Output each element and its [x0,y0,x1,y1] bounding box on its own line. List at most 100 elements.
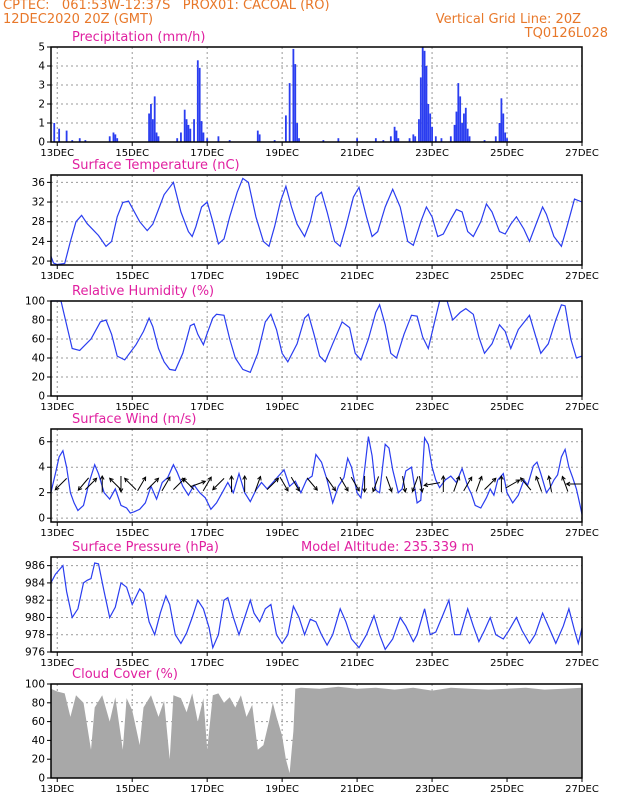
wind-arrow [146,477,160,491]
precip-bar [483,140,486,142]
pres-ytick-label: 986 [25,560,45,572]
precip-bar [112,132,115,142]
wind-arrow-shaft [505,479,520,489]
precip-bar [78,138,81,142]
pres-frame [50,556,583,653]
wind-arrow [108,477,122,491]
wind-arrow [254,475,262,492]
wind-arrow-shaft [137,476,147,492]
wind-arrow-head [123,477,129,483]
wind-arrow-head [212,485,217,491]
wind-arrow-shaft [350,476,360,492]
wind-arrow [54,477,68,491]
wind-arrow [350,476,360,492]
precip-bar [189,128,192,142]
wind-arrow [161,476,171,492]
wind-arrow-head [344,486,349,492]
wind-arrow-shaft [424,482,441,486]
precip-bar [408,138,411,142]
wind-arrow [229,474,234,492]
wind-arrow [453,475,461,492]
rh-ytick-label: 0 [38,391,45,403]
wind-arrow [306,477,318,491]
wind-arrow [499,474,504,492]
wind-arrow-head [411,487,416,493]
wind-arrow-head [331,486,337,492]
wind-arrow-head [274,477,280,483]
rh-ytick-label: 20 [32,372,45,384]
header-run-id: TQ0126L028 [524,26,608,41]
precip-bar [180,132,182,142]
wind-arrow-shaft [535,476,543,492]
precip-bar [148,113,150,142]
precip-bar [176,138,179,142]
rh-frame [50,300,583,397]
wind-arrow-shaft [254,476,261,492]
wind-arrow-head [92,477,98,483]
wind-xtick-label: 17DEC [190,528,224,539]
wind-arrow-shaft [463,476,473,492]
precip-bar [84,140,87,142]
wind-arrow [182,477,195,491]
wind-arrow-shaft [182,477,195,491]
wind-arrow-shaft [484,477,497,491]
wind-xtick-label: 27DEC [565,528,599,539]
pres-ytick-label: 982 [25,595,45,607]
wind-ytick-label: 2 [38,487,45,499]
precip-bar [419,77,422,142]
cloud-ytick-label: 20 [32,754,45,766]
temp-xtick-label: 17DEC [190,271,224,282]
wind-arrow [418,476,424,493]
temp-title: Surface Temperature (nC) [72,158,240,173]
wind-arrow [77,477,90,491]
pres-panel: 976 978 980 982 984 986 13DEC 15DEC 17DEC 19DEC 21… [25,540,599,669]
wind-arrow-head [313,486,318,491]
precip-bar [273,140,276,142]
precip-ytick-label: 2 [38,99,45,111]
precip-bar [506,138,508,142]
wind-arrow-head [229,474,234,480]
precip-bar [108,136,111,142]
wind-arrow-head [455,475,461,481]
precip-bar [151,119,154,142]
wind-xtick-label: 19DEC [265,528,299,539]
wind-xtick-label: 13DEC [40,528,74,539]
temp-xtick-label: 25DEC [490,271,524,282]
precip-bar [322,140,325,142]
wind-arrow-head [515,479,521,484]
wind-arrow [385,476,393,493]
rh-xtick-label: 25DEC [490,402,524,413]
precip-bar [284,115,287,142]
precip-bar [414,136,417,142]
precip-bar [337,138,340,142]
precip-xtick-label: 19DEC [265,148,299,159]
wind-arrow-shaft [372,476,380,492]
temp-ytick-label: 20 [32,256,45,268]
precip-bar [464,107,467,142]
wind-arrow [137,476,147,492]
cloud-xtick-label: 19DEC [265,784,299,795]
temp-xtick-label: 13DEC [40,271,74,282]
wind-ytick-label: 4 [38,462,45,474]
wind-arrow-head [166,476,171,482]
precip-bar [461,123,463,142]
precip-bar [58,128,61,142]
precip-bar [206,138,209,142]
rh-xtick-label: 13DEC [40,402,74,413]
wind-arrow-shaft [411,476,419,492]
wind-arrow-shaft [561,476,569,492]
wind-arrow-head [295,486,300,492]
temp-xtick-label: 19DEC [265,271,299,282]
precip-xtick-label: 23DEC [415,148,449,159]
wind-arrow-head [565,481,571,487]
precip-bar [296,123,299,142]
precip-xtick-label: 13DEC [40,148,74,159]
wind-arrow [547,475,553,492]
precip-bar [53,123,56,142]
cloud-ytick-label: 100 [25,679,45,691]
wind-arrow-shaft [339,476,349,492]
precip-bar [198,67,201,142]
wind-arrow [123,477,137,491]
wind-arrow-head [77,486,83,491]
wind-arrow [84,477,98,491]
